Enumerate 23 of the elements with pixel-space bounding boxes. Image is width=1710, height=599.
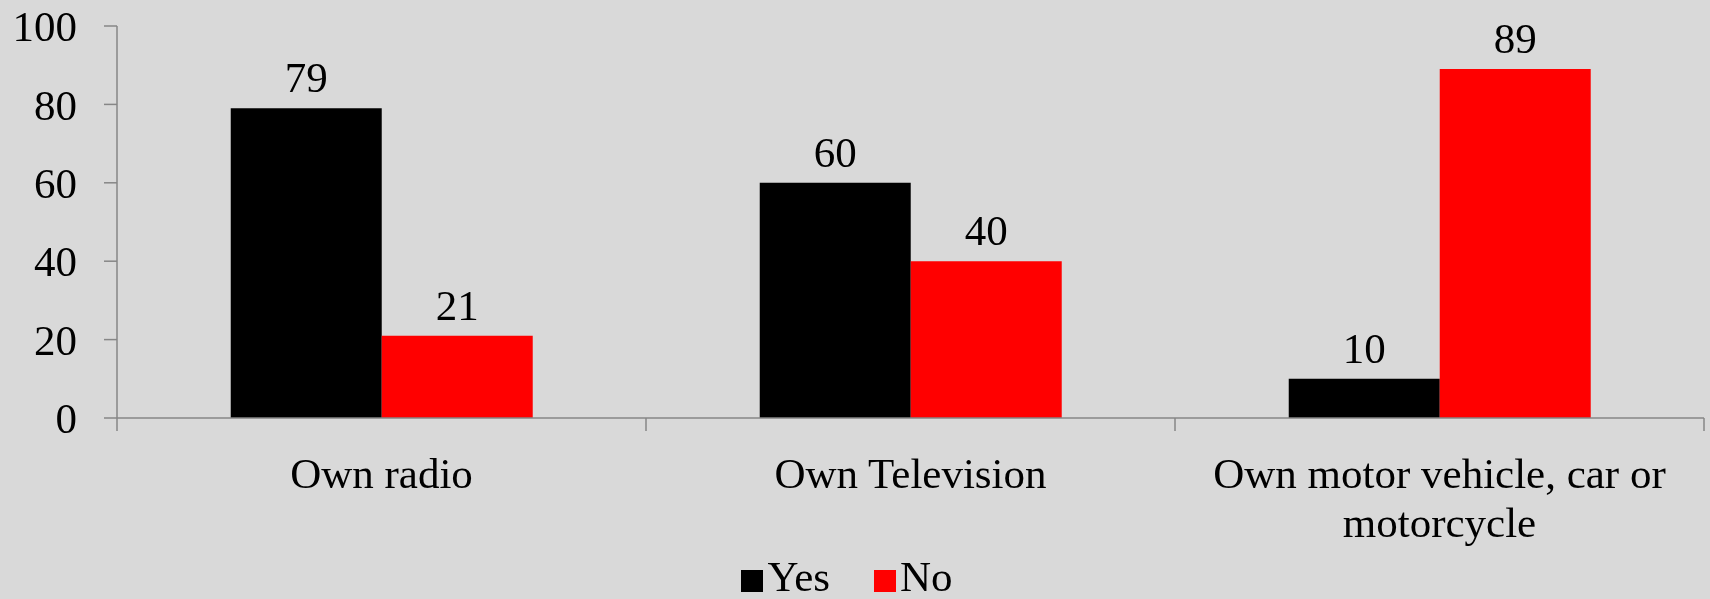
data-label: 40 [964,207,1008,255]
y-tick-label: 20 [34,316,77,364]
legend-label: Yes [767,553,830,599]
bar [381,335,533,418]
data-label: 21 [435,281,479,329]
x-tick-label: Own motor vehicle, car or motorcycle [1213,450,1666,546]
bar [1288,378,1440,418]
bar [759,182,911,418]
bar [910,261,1062,418]
y-tick-label: 80 [34,81,77,129]
y-tick-label: 100 [12,3,77,51]
y-tick-label: 60 [34,160,77,208]
data-label: 79 [284,54,328,102]
y-tick-label: 0 [55,395,77,443]
bar [1439,69,1591,418]
data-label: 10 [1342,324,1386,372]
bar [230,108,382,418]
x-tick-label: Own Television [774,450,1047,497]
x-tick-label: Own radio [290,450,473,497]
y-tick-label: 40 [34,238,77,286]
data-label: 89 [1493,15,1537,63]
data-label: 60 [813,128,857,176]
legend-label: No [900,553,953,599]
